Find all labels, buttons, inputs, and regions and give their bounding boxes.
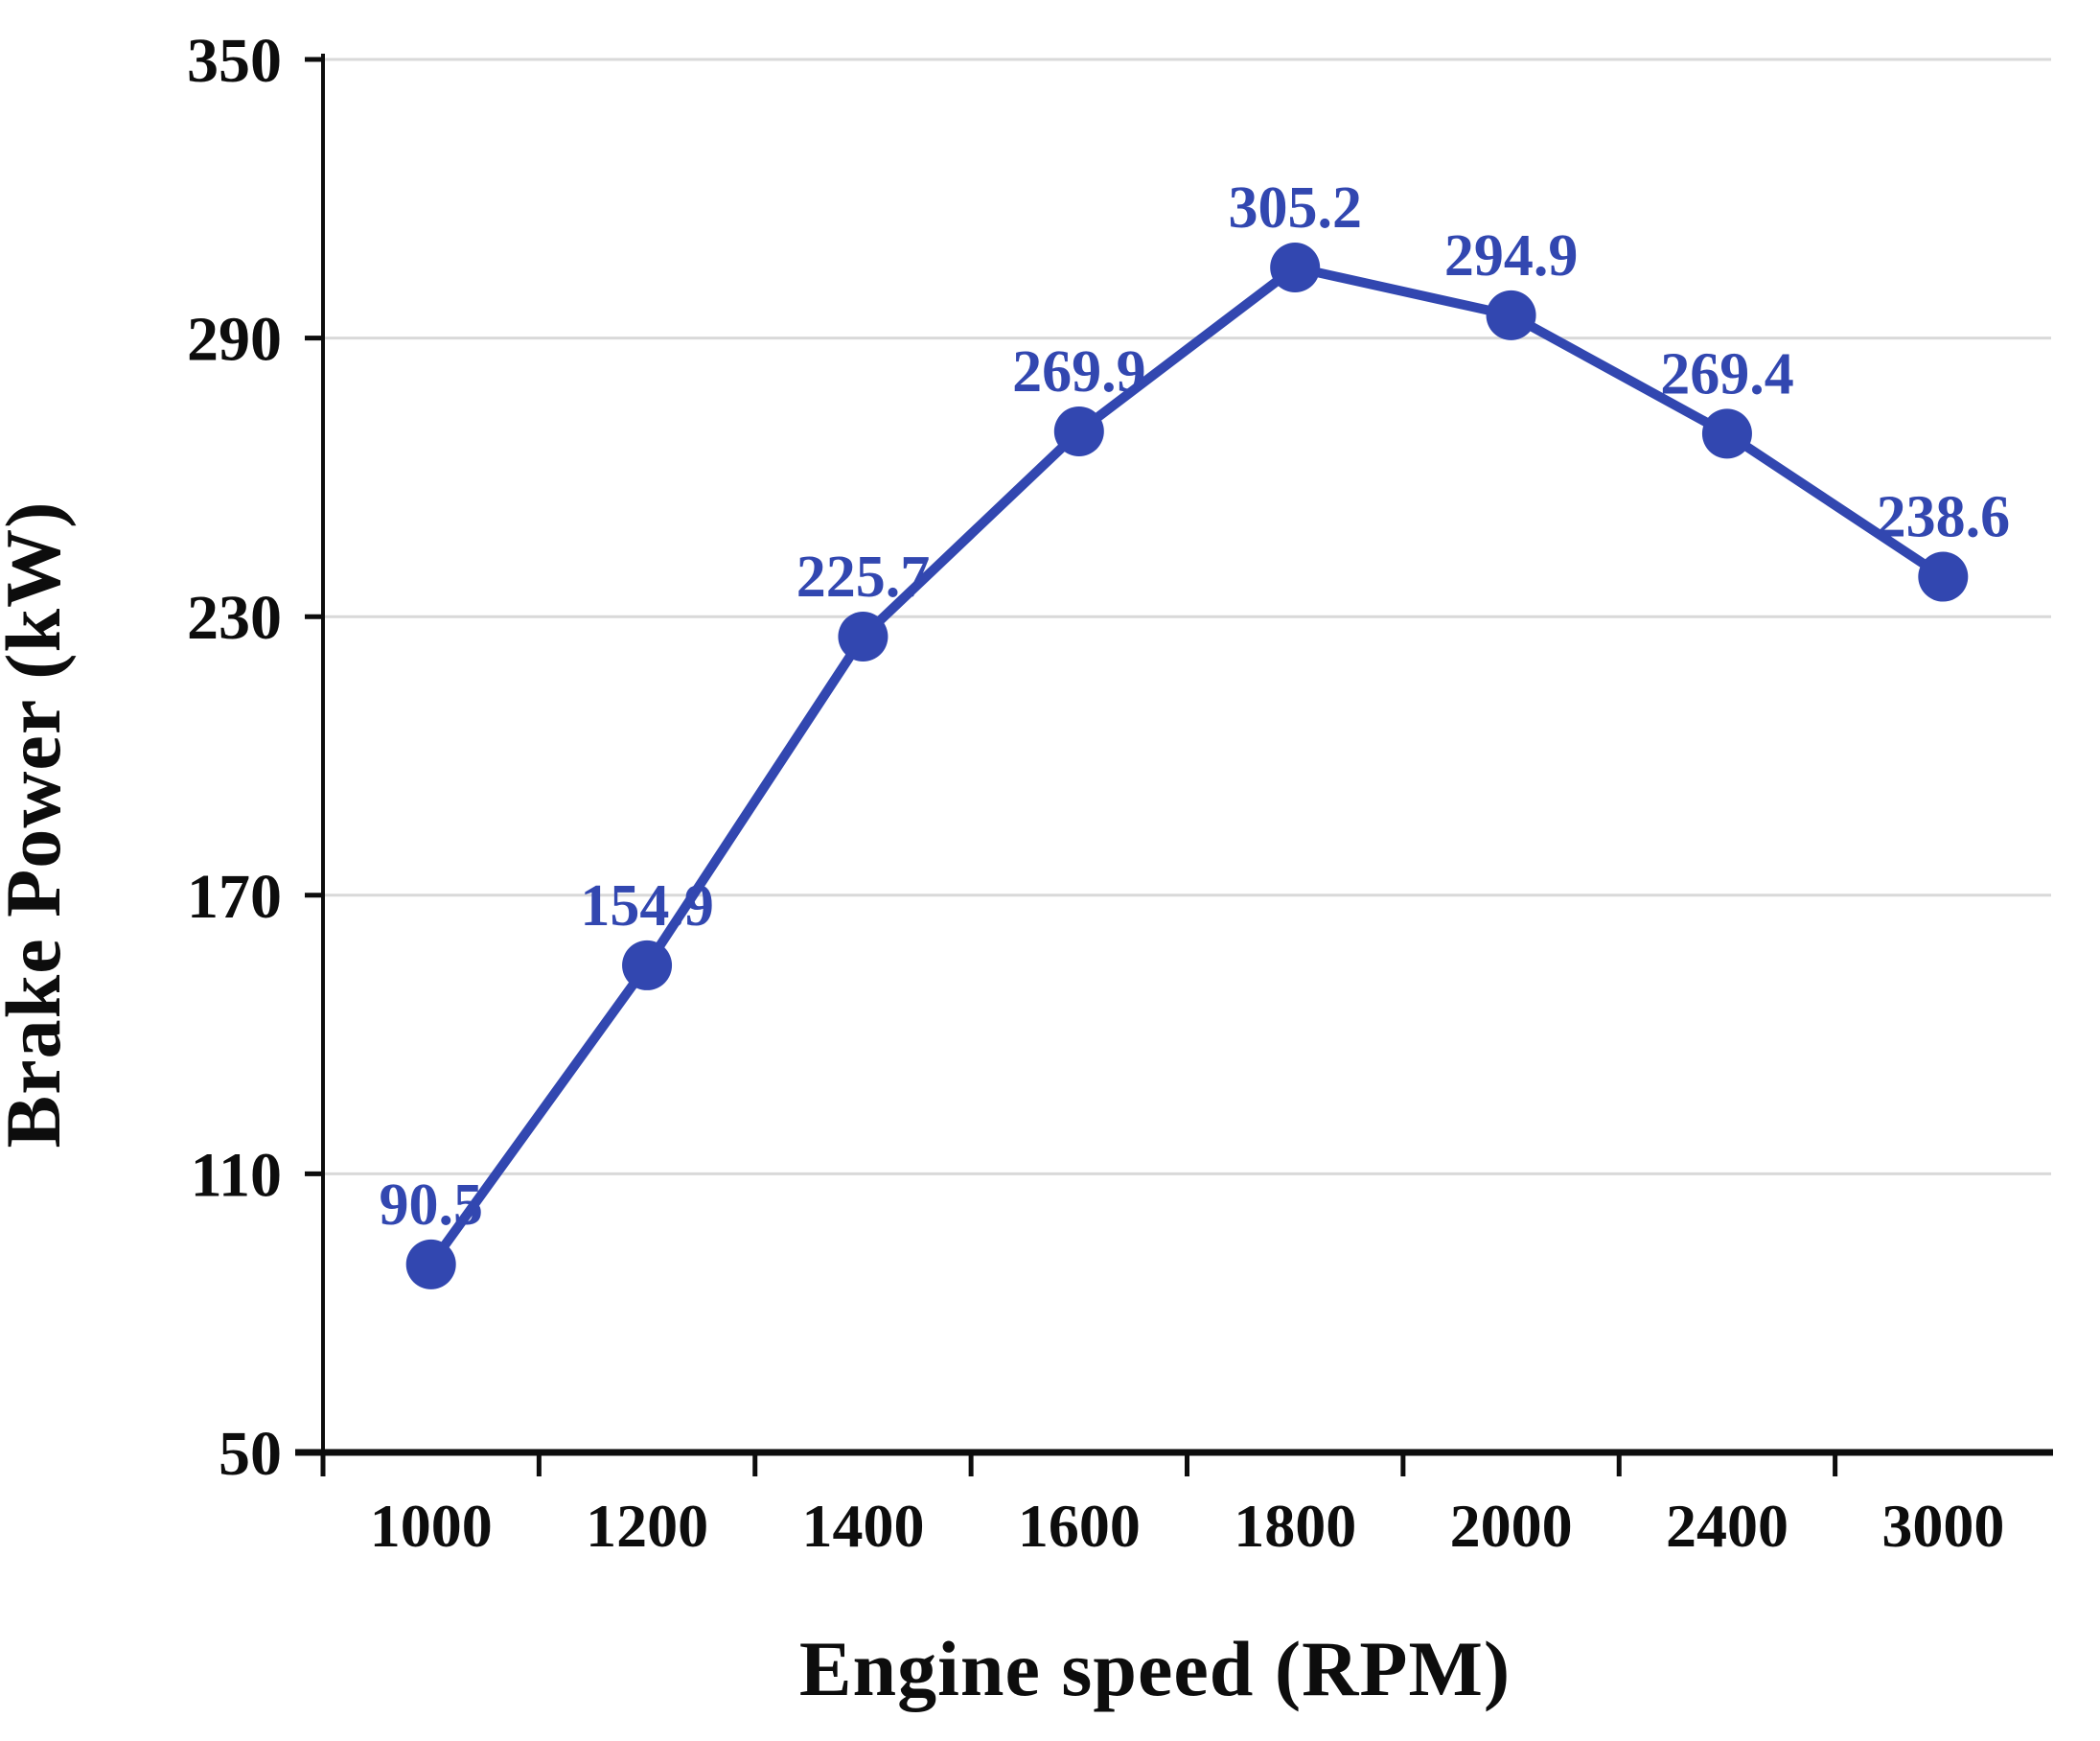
x-tick-label: 1000 <box>370 1492 493 1560</box>
x-tick-label: 2400 <box>1666 1492 1788 1560</box>
y-tick-label: 170 <box>187 862 282 932</box>
data-point-label: 238.6 <box>1877 485 2011 550</box>
x-tick-label: 2000 <box>1450 1492 1573 1560</box>
data-point-marker <box>1701 408 1752 459</box>
y-tick-label: 290 <box>187 305 282 375</box>
series-line <box>426 262 1949 1269</box>
data-point-label: 294.9 <box>1444 223 1579 289</box>
data-point-label: 269.9 <box>1012 339 1146 405</box>
x-tick-label: 1400 <box>801 1492 924 1560</box>
data-point-label: 305.2 <box>1228 175 1362 241</box>
x-axis-title: Engine speed (RPM) <box>799 1625 1511 1712</box>
data-point-marker <box>1918 551 1969 602</box>
data-point-marker <box>838 612 888 662</box>
y-axis-title: Brake Power (kW) <box>0 501 77 1149</box>
data-point-marker <box>1053 406 1104 456</box>
data-point-marker <box>622 940 673 990</box>
data-point-label: 269.4 <box>1660 341 1794 406</box>
data-point-label: 90.5 <box>379 1172 483 1238</box>
x-tick-label: 3000 <box>1881 1492 2004 1560</box>
x-tick-label: 1600 <box>1018 1492 1141 1560</box>
plot-area: 50 110 170 230 290 350 1000 1200 1400 1600 1800 200… <box>187 26 2053 1560</box>
x-tick-label: 1200 <box>586 1492 708 1560</box>
y-tick-label: 350 <box>187 26 282 96</box>
data-point-marker <box>1486 290 1536 340</box>
y-tick-label: 230 <box>187 583 282 653</box>
data-point-marker <box>405 1239 456 1289</box>
data-point-label: 225.7 <box>796 545 931 610</box>
y-tick-label: 110 <box>191 1140 282 1210</box>
y-tick-label: 50 <box>219 1419 282 1489</box>
x-tick-label: 1800 <box>1234 1492 1356 1560</box>
data-point-marker <box>1270 242 1321 292</box>
data-point-label: 154.9 <box>580 873 714 939</box>
